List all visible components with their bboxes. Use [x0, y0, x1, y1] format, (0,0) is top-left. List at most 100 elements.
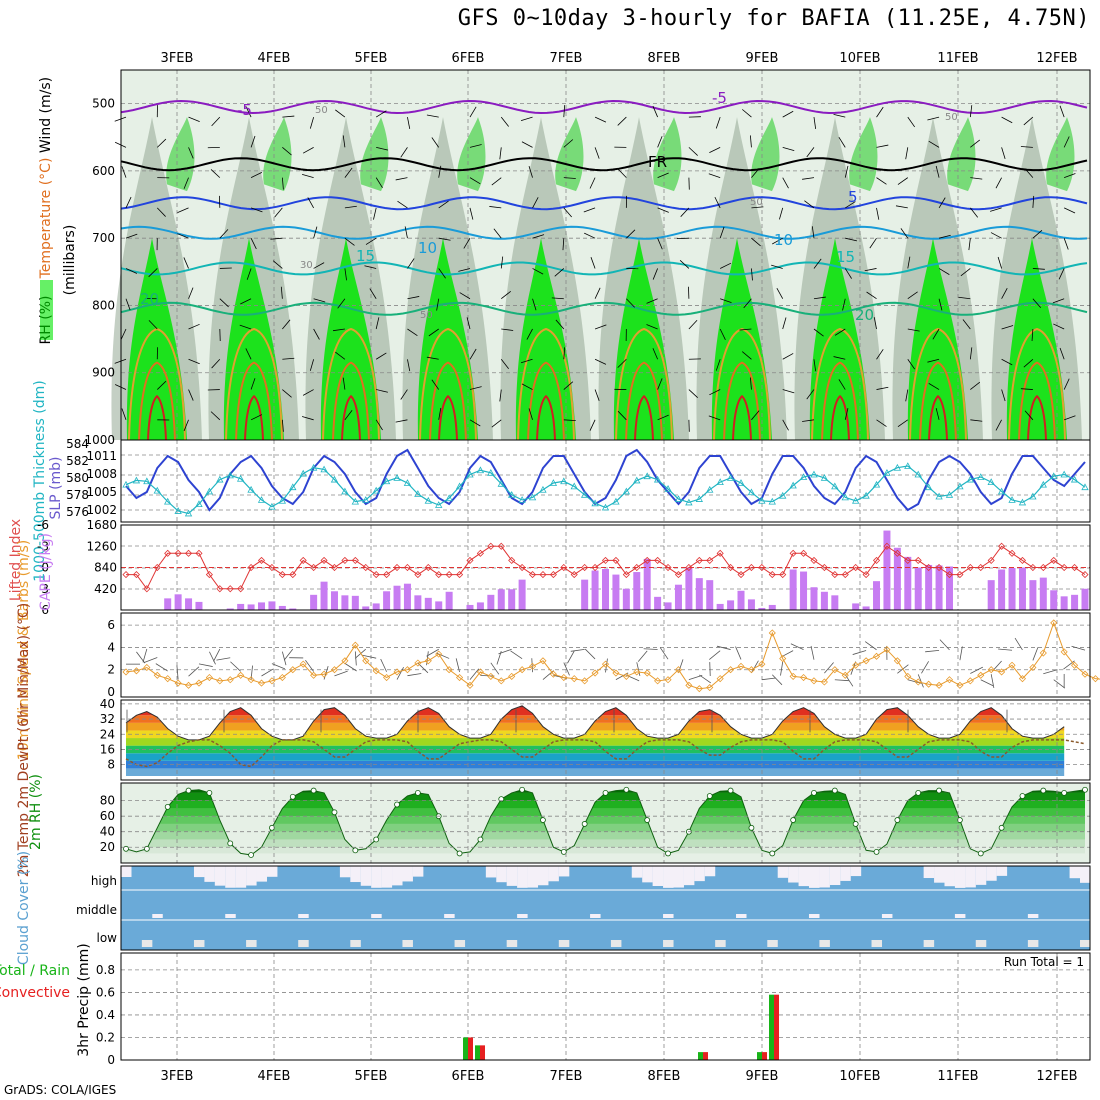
cloud-high-gap: [350, 866, 361, 883]
wind-barb: [148, 268, 158, 278]
wind-barb: [407, 296, 420, 300]
wind-barb-10m: [305, 659, 314, 672]
wind-barb: [1052, 298, 1065, 304]
li-point: [549, 571, 557, 579]
li-point: [330, 563, 339, 572]
rh-frame: [120, 782, 1091, 864]
wind-barb: [121, 166, 127, 178]
cape-bar: [925, 564, 933, 610]
isotherm-30: [919, 361, 957, 441]
cloud-high-gap: [527, 866, 539, 888]
wind-barb-10m: [455, 658, 460, 673]
cloud-high-gap: [235, 866, 247, 888]
wind-barb: [715, 116, 721, 129]
li-point: [1081, 571, 1089, 579]
wind-barb: [905, 147, 909, 160]
run-total: Run Total = 1: [1004, 955, 1084, 969]
wind-barb: [407, 258, 415, 269]
li-point: [1018, 556, 1027, 564]
li-point: [560, 563, 568, 572]
cloud-low-gap: [715, 940, 726, 947]
li-point: [122, 571, 130, 579]
wind-speed-point: [956, 681, 964, 689]
isotherm-30: [723, 361, 761, 441]
wind-barb: [335, 351, 346, 360]
rh-point: [727, 787, 734, 794]
wind-barb: [845, 201, 856, 209]
isotherm-30: [527, 361, 565, 441]
wind-barb: [526, 328, 533, 340]
wind-barb: [342, 377, 346, 390]
cloud-high-gap: [1080, 866, 1091, 883]
cape-tick: 1680: [86, 518, 117, 532]
cloud-low-gap: [558, 940, 570, 947]
wind-barb: [188, 147, 194, 159]
precip-label-convective: Convective: [0, 985, 70, 1001]
contour-label: 15: [836, 248, 855, 266]
wind-speed-point: [570, 675, 578, 683]
pressure-tick: 700: [92, 231, 115, 245]
cloud-mid-gap: [225, 914, 236, 918]
chart-title: GFS 0~10day 3-hourly for BAFIA (11.25E, …: [457, 6, 1090, 31]
wind-barb: [210, 169, 221, 178]
contour-label: 10: [418, 239, 437, 257]
isotherm-15: [120, 261, 1088, 276]
wind-speed-point: [528, 662, 537, 670]
li-point: [539, 571, 547, 579]
cape-bar: [612, 574, 620, 610]
li-point: [205, 571, 213, 579]
wind-barb-10m: [396, 666, 404, 680]
cloud-low-gap: [298, 940, 309, 947]
wind-barb: [680, 207, 690, 217]
li-point: [455, 571, 464, 579]
li-point: [1029, 563, 1037, 572]
wind-speed-point: [987, 666, 995, 674]
li-point: [945, 571, 954, 579]
wind-speed-point: [706, 683, 714, 692]
wind-speed-point: [268, 677, 276, 685]
wind-speed-point: [831, 666, 839, 674]
thickness-point: [685, 498, 693, 506]
cloud-high-gap: [225, 866, 236, 888]
date-label-top: 6FEB: [452, 51, 485, 66]
wind-barb: [617, 168, 627, 178]
thickness-point: [1008, 496, 1016, 503]
cape-bar: [341, 595, 349, 610]
cape-bar: [424, 597, 432, 610]
wind-barb-10m: [1043, 669, 1057, 675]
thickness-point: [935, 492, 943, 500]
wind-barb: [428, 328, 439, 337]
thickness-point: [184, 509, 193, 517]
wind-barb: [594, 324, 607, 330]
isotherm-35: [438, 394, 458, 441]
cape-bar: [258, 602, 266, 610]
isotherm-35: [244, 394, 264, 441]
thickness-point: [476, 466, 485, 474]
wind-frame: [120, 612, 1091, 698]
cloud-high-gap: [798, 866, 810, 887]
wind-barb: [657, 207, 669, 213]
wind-barb: [844, 165, 849, 178]
thickness-point: [528, 493, 537, 501]
wind-barb-10m: [824, 662, 834, 674]
wind-barb-10m: [810, 645, 815, 660]
temp-tick: 24: [100, 727, 115, 741]
wind-barb-10m: [939, 639, 950, 651]
temp-band: [126, 768, 1065, 776]
wind-barb: [332, 328, 345, 332]
li-point: [925, 563, 933, 572]
rh-2m-axis-label: 2m RH (%): [28, 774, 44, 850]
slp-tick: 1008: [86, 467, 117, 481]
slp-tick: 1011: [86, 449, 117, 463]
wind-barb: [282, 389, 292, 398]
precip-tick: 0: [107, 1053, 115, 1067]
thickness-point: [612, 497, 620, 505]
cape-bar: [820, 591, 828, 610]
li-tick: -3: [37, 539, 49, 553]
wind-barb-10m: [790, 643, 804, 651]
wind-speed-point: [768, 629, 776, 637]
rh-tick: 80: [100, 794, 115, 808]
contour-label: 50: [420, 310, 433, 321]
wind-speed-point: [643, 669, 651, 677]
wind-barb: [183, 419, 189, 432]
